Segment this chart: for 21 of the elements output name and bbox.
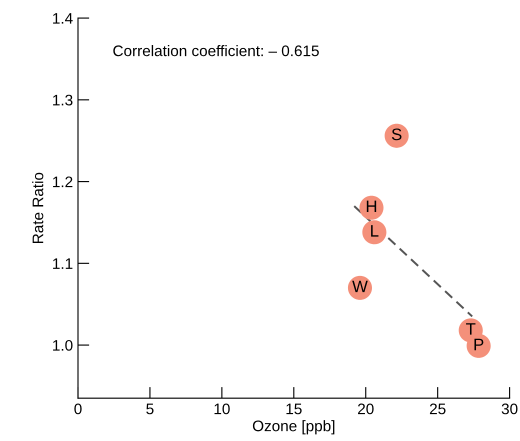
y-axis-title: Rate Ratio (32, 172, 44, 243)
y-tick-label: 1.3 (53, 94, 72, 106)
annotation: H (366, 200, 376, 212)
annotation: L (371, 225, 378, 237)
annotation: Correlation coefficient: – 0.615 (113, 45, 319, 56)
x-tick-label: 10 (214, 403, 230, 414)
x-tick-label: 20 (358, 403, 374, 414)
y-tick-label: 1.0 (53, 340, 73, 351)
x-tick-label: 30 (502, 403, 518, 414)
annotation: T (466, 323, 476, 335)
annotation: P (474, 338, 484, 350)
x-tick-label: 15 (286, 404, 302, 414)
x-tick-label: 0 (74, 403, 82, 414)
y-tick-label: 1.2 (53, 176, 72, 188)
annotation: S (392, 128, 402, 140)
y-tick-label: 1.1 (53, 258, 72, 269)
x-tick-label: 25 (430, 403, 446, 414)
x-axis-title: Ozone [ppb] (252, 420, 334, 434)
x-tick-label: 5 (146, 404, 154, 414)
annotation: W (352, 280, 368, 292)
y-tick-label: 1.4 (53, 13, 73, 24)
